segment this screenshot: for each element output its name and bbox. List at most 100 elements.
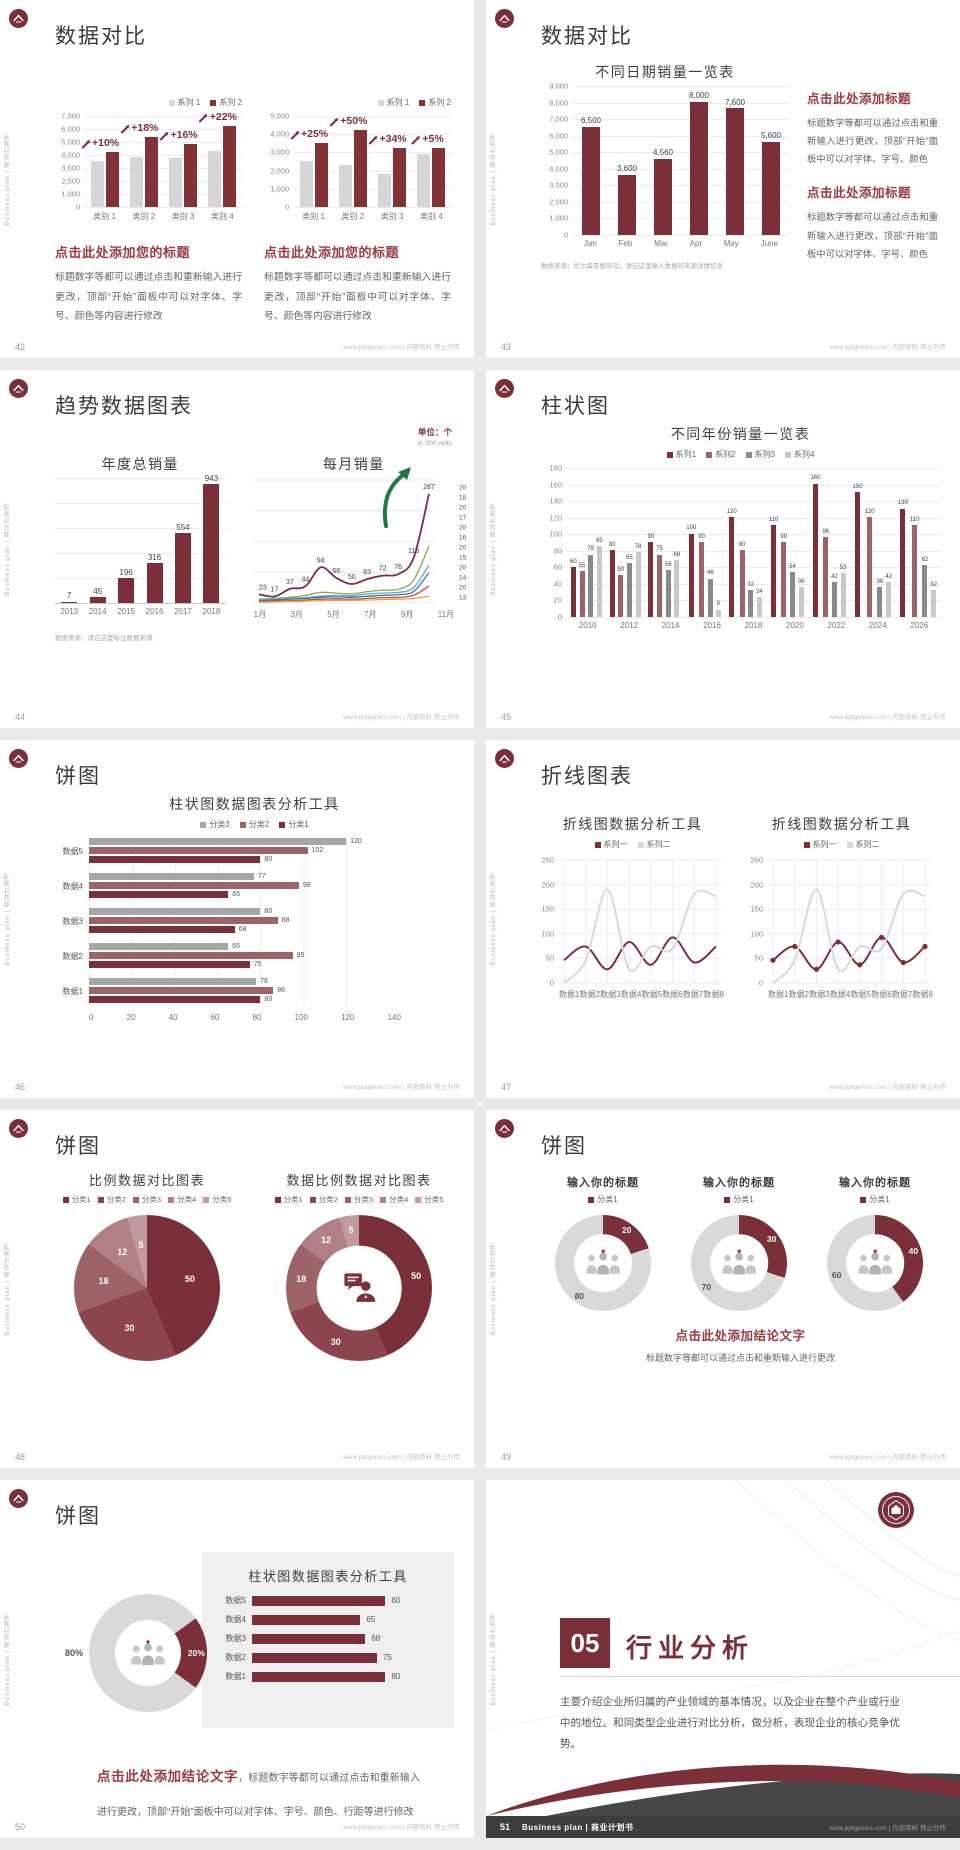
line-series xyxy=(258,585,429,603)
legend-swatch-icon xyxy=(97,1196,104,1203)
x-axis-label: 数据7 xyxy=(891,990,913,999)
legend-label: 分类4 xyxy=(177,1195,197,1204)
bar-group: 120 102 80 xyxy=(89,838,389,865)
point-value-label: 72 xyxy=(378,566,386,573)
bar-column: 160 xyxy=(810,475,820,617)
bar xyxy=(89,891,229,898)
bar xyxy=(715,609,721,617)
bar-value-label: 110 xyxy=(768,517,779,524)
bar-group: +50% xyxy=(329,115,367,207)
bar-value-label: 5,600 xyxy=(760,131,782,141)
line-series xyxy=(258,545,430,600)
bar-group: +25% xyxy=(290,128,328,207)
legend-item: 分类5 xyxy=(415,1194,443,1205)
data-point-marker xyxy=(857,962,863,968)
bar-value-label: 56 xyxy=(664,562,672,569)
bar xyxy=(174,533,191,603)
legend-label: 分类4 xyxy=(389,1195,409,1204)
gridline xyxy=(85,116,242,117)
line-chart: 每月销量 23 17 37 44 94 66 50 63 72 76 118 287 20 18 20 17 20… xyxy=(253,454,466,620)
chart-legend: 分类3 分类2 分类1 xyxy=(55,819,454,830)
slide-thumbnail-47[interactable]: Business plan | 商业计划书 折线图表 折线图数据分析工具 系列一系… xyxy=(486,740,960,1098)
growth-label: +16% xyxy=(159,129,198,141)
bar-column xyxy=(223,125,237,207)
bar-chart: 年度总销量 7 45 196 316 554 943 2013 2014 2015 2016 2017… xyxy=(55,454,226,620)
x-axis-label: 100 xyxy=(294,1013,308,1022)
bar xyxy=(417,153,431,207)
chart-legend: 分类1 xyxy=(541,1194,665,1205)
point-value-label: 23 xyxy=(259,584,267,591)
gridline xyxy=(567,468,940,469)
line-series xyxy=(563,936,717,971)
legend-label: 分类2 xyxy=(106,1195,126,1204)
legend-item: 系列4 xyxy=(784,449,815,460)
gridline xyxy=(573,235,789,236)
chart-legend: 系列 1 系列 2 xyxy=(264,97,451,108)
legend-swatch-icon xyxy=(588,1196,595,1203)
bar-value-label: 78 xyxy=(260,978,268,985)
logo-badge-icon xyxy=(495,1119,514,1138)
pie-chart: 比例数据对比图表 分类1 分类2 分类3 分类4 分类5 50 30 18 12 5 xyxy=(55,1170,239,1361)
x-axis-label: 2026 xyxy=(910,621,929,630)
legend-label: 分类2 xyxy=(318,1195,338,1204)
slide-title: 饼图 xyxy=(55,765,101,788)
bar-column xyxy=(90,161,104,207)
bar-value-label: 50 xyxy=(617,567,625,574)
red-slice-label: 20% xyxy=(187,1648,205,1658)
x-axis-label: 2020 xyxy=(786,621,804,630)
slide-thumbnail-45[interactable]: Business plan | 商业计划书 柱状图 不同年份销量一览表 系列1 系列… xyxy=(486,370,960,728)
legend-label: 分类1 xyxy=(288,820,309,829)
y-axis-label: 4,000 xyxy=(61,150,80,160)
bar xyxy=(378,173,392,207)
donut-chart: 30 70 xyxy=(691,1215,787,1311)
bar-group: 943 xyxy=(203,474,220,603)
growth-arrow-icon xyxy=(368,136,378,145)
growth-label: +18% xyxy=(120,122,158,134)
legend-label: 系列一 xyxy=(603,840,628,849)
bar-column: 6,500 xyxy=(581,116,601,235)
bar-row: 数据3 80 88 68 xyxy=(55,908,454,935)
slide-thumbnail-43[interactable]: Business plan | 商业计划书 数据对比 不同日期销量一览表 9,00… xyxy=(486,0,960,358)
footer-site-text: www.pptgenius.com | 内部资料 禁止外传 xyxy=(829,714,946,721)
slide-thumbnail-46[interactable]: Business plan | 商业计划书 饼图 柱状图数据图表分析工具 分类3 分… xyxy=(0,740,474,1098)
mountain-badge-icon xyxy=(495,1119,514,1138)
bar xyxy=(798,587,804,617)
point-value-label: 17 xyxy=(270,587,278,594)
point-value-label: 287 xyxy=(423,484,435,491)
horizontal-bar-chart: 柱状图数据图表分析工具 分类3 分类2 分类1 数据5 120 102 80 数据4 77 98 65… xyxy=(55,794,454,1022)
gridline xyxy=(85,155,242,156)
growth-label: +34% xyxy=(368,133,407,145)
slide-thumbnail-50[interactable]: Business plan | 商业计划书 饼图 20% 80% 柱状图数据图表分… xyxy=(0,1480,474,1838)
bar-line: 65 xyxy=(89,943,389,950)
legend-swatch-icon xyxy=(239,821,246,828)
slide-thumbnail-51[interactable]: Business plan | 商业计划书 05 行业分析 主要介绍企业所归属的… xyxy=(486,1480,960,1838)
slide-thumbnail-44[interactable]: Business plan | 商业计划书 单位：个 in '000 units… xyxy=(0,370,474,728)
legend-label: 系列4 xyxy=(793,450,815,459)
legend-item: 分类1 xyxy=(860,1194,890,1205)
page-number: 45 xyxy=(501,712,512,722)
bar-value-label: 32 xyxy=(747,582,755,589)
slide-thumbnail-48[interactable]: Business plan | 商业计划书 饼图 比例数据对比图表 分类1 分类2 分… xyxy=(0,1110,474,1468)
line-end-label: 20 xyxy=(459,564,467,572)
slide-thumbnail-49[interactable]: Business plan | 商业计划书 饼图 输入你的标题 分类1 20 80 … xyxy=(486,1110,960,1468)
x-axis-label: 5月 xyxy=(327,610,340,619)
conclusion-heading: 点击此处添加结论文字 xyxy=(97,1769,239,1784)
bar xyxy=(89,961,250,968)
legend-item: 分类1 xyxy=(62,1194,91,1205)
bar-value-label: 42 xyxy=(831,573,838,580)
y-axis-label: 50 xyxy=(545,953,554,963)
line-chart-canvas: 23 17 37 44 94 66 50 63 72 76 118 287 xyxy=(253,479,435,604)
bar xyxy=(900,508,906,617)
slide-thumbnail-42[interactable]: Business plan | 商业计划书 数据对比 系列 1 系列 2 7,000… xyxy=(0,0,474,358)
line-end-label: 20 xyxy=(459,484,467,492)
panel-bars: 数据5 80 数据4 65 数据3 68 数据2 75 数据1 80 xyxy=(218,1595,438,1682)
people-group-icon xyxy=(858,1249,892,1275)
bar-value-label: 75 xyxy=(253,961,262,968)
x-axis-label: 类别 2 xyxy=(341,212,365,221)
bar xyxy=(203,484,220,603)
bar xyxy=(393,148,407,207)
legend-item: 系列二 xyxy=(846,839,880,850)
y-axis-label: 0 xyxy=(563,230,568,240)
side-brand-text: Business plan | 商业计划书 xyxy=(491,1242,497,1336)
